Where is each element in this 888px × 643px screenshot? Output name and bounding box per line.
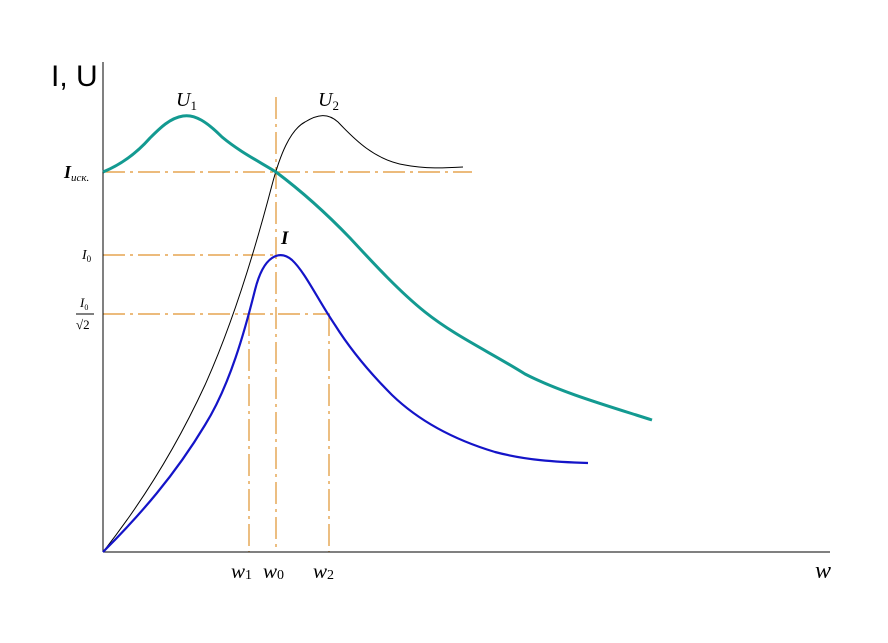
u1-label: U1 xyxy=(176,89,197,113)
u1-curve xyxy=(102,114,653,422)
y-tick-i0-over-sqrt2: I0 √2 xyxy=(76,295,94,332)
i-curve xyxy=(102,254,589,553)
axes xyxy=(102,62,830,553)
fraction-numerator: I0 xyxy=(79,295,88,312)
x-tick-w0: w0 xyxy=(263,559,284,583)
i-curve-label: I xyxy=(280,228,289,249)
x-tick-w1: w1 xyxy=(231,559,252,583)
u2-label: U2 xyxy=(318,89,339,113)
y-tick-i0: I0 xyxy=(81,248,92,264)
y-axis-label: I, U xyxy=(51,60,98,93)
fraction-denominator: √2 xyxy=(76,317,90,332)
guide-lines xyxy=(103,97,472,552)
x-axis-label: w xyxy=(815,558,831,584)
u2-curve xyxy=(102,115,464,553)
x-tick-w2: w2 xyxy=(313,559,334,583)
y-tick-i-isk: Iиск. xyxy=(63,162,89,184)
